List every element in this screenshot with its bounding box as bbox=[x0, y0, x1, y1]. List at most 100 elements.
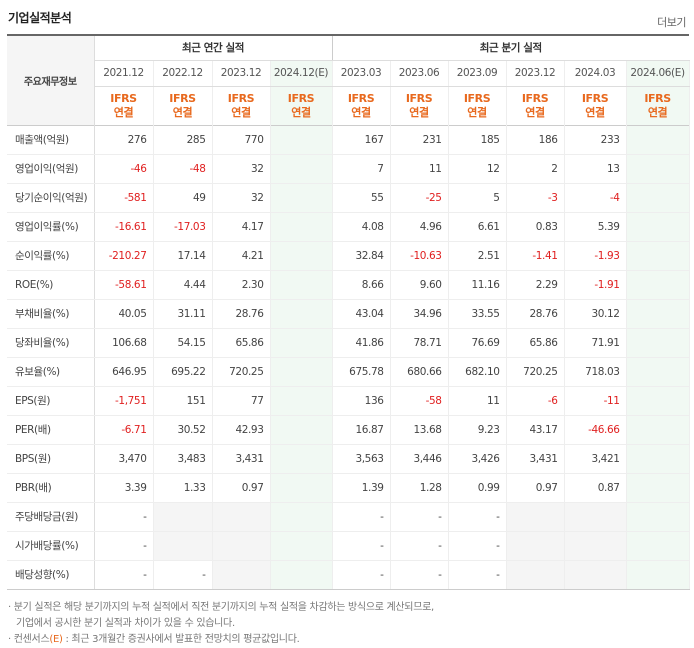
table-cell: 55 bbox=[331, 183, 391, 213]
row-label: 순이익률(%) bbox=[7, 241, 95, 271]
table-cell: 231 bbox=[390, 124, 449, 155]
table-row: 당좌비율(%) 106.68 54.15 65.86 41.86 78.71 76.69 65… bbox=[7, 328, 690, 358]
ifrs-label: IFRS 연결 bbox=[448, 86, 507, 125]
annual-title: 최근 연간 실적 bbox=[94, 34, 333, 61]
table-cell bbox=[212, 560, 271, 590]
table-cell: 28.76 bbox=[506, 299, 565, 329]
table-cell: 0.97 bbox=[212, 473, 271, 503]
table-cell bbox=[626, 357, 690, 387]
table-cell: 718.03 bbox=[564, 357, 627, 387]
ifrs-top: IFRS bbox=[287, 91, 315, 105]
table-row: 주당배당금(원) - - - - bbox=[7, 501, 690, 532]
table-cell: 32 bbox=[212, 154, 271, 184]
ifrs-top: IFRS bbox=[347, 91, 375, 105]
table-cell: -1.91 bbox=[564, 270, 627, 300]
table-cell: -581 bbox=[94, 183, 154, 213]
table-cell: 30.52 bbox=[153, 415, 213, 445]
table-cell bbox=[626, 183, 690, 213]
table-cell: 106.68 bbox=[94, 328, 154, 358]
ifrs-label: IFRS 연결 bbox=[153, 86, 213, 125]
table-row: 부채비율(%) 40.05 31.11 28.76 43.04 34.96 33.55 28.… bbox=[7, 299, 690, 329]
table-cell: 71.91 bbox=[564, 328, 627, 358]
table-cell: 9.23 bbox=[448, 415, 507, 445]
table-row: BPS(원) 3,470 3,483 3,431 3,563 3,446 3,426 3,43… bbox=[7, 444, 690, 474]
table-cell: 76.69 bbox=[448, 328, 507, 358]
table-cell: 6.61 bbox=[448, 211, 507, 242]
table-cell: 7 bbox=[331, 154, 391, 184]
row-label: 당좌비율(%) bbox=[7, 328, 95, 358]
table-cell bbox=[626, 270, 690, 300]
table-cell: 3,431 bbox=[506, 444, 565, 474]
ifrs-bottom: 연결 bbox=[291, 105, 311, 119]
table-cell: -10.63 bbox=[390, 241, 449, 271]
note-3-prefix: · 컨센서스 bbox=[8, 634, 50, 645]
table-cell: - bbox=[331, 531, 391, 561]
note-1: · 분기 실적은 해당 분기까지의 누적 실적에서 직전 분기까지의 누적 실적… bbox=[8, 602, 434, 613]
table-cell: -11 bbox=[564, 385, 627, 416]
table-cell: 16.87 bbox=[331, 415, 391, 445]
note-3-suffix: : 최근 3개월간 증권사에서 발표한 전망치의 평균값입니다. bbox=[65, 634, 300, 645]
period-header: 2024.12(E) bbox=[270, 60, 333, 87]
table-cell: -6.71 bbox=[94, 415, 154, 445]
table-cell: 78.71 bbox=[390, 328, 449, 358]
ifrs-bottom: 연결 bbox=[525, 105, 545, 119]
period-header: 2023.12 bbox=[506, 60, 565, 87]
row-label: 매출액(억원) bbox=[7, 124, 95, 155]
more-link[interactable]: 더보기 bbox=[657, 16, 686, 29]
table-cell: 33.55 bbox=[448, 299, 507, 329]
table-cell bbox=[626, 444, 690, 474]
table-cell: 4.08 bbox=[331, 211, 391, 242]
table-cell: - bbox=[331, 501, 391, 532]
table-cell: 2 bbox=[506, 154, 565, 184]
table-cell bbox=[270, 415, 333, 445]
table-cell: -16.61 bbox=[94, 211, 154, 242]
table-cell bbox=[270, 444, 333, 474]
period-header: 2021.12 bbox=[94, 60, 154, 87]
row-label: BPS(원) bbox=[7, 444, 95, 474]
table-cell: 4.21 bbox=[212, 241, 271, 271]
table-cell: 5 bbox=[448, 183, 507, 213]
table-cell bbox=[270, 357, 333, 387]
table-cell: 4.96 bbox=[390, 211, 449, 242]
table-row: 매출액(억원) 276 285 770 167 231 185 186 233 bbox=[7, 124, 690, 155]
table-cell: -17.03 bbox=[153, 211, 213, 242]
table-cell bbox=[506, 501, 565, 532]
row-label: PER(배) bbox=[7, 415, 95, 445]
row-label: 부채비율(%) bbox=[7, 299, 95, 329]
row-label: 배당성향(%) bbox=[7, 560, 95, 590]
ifrs-bottom: 연결 bbox=[647, 105, 668, 119]
table-cell: 12 bbox=[448, 154, 507, 184]
period-header: 2023.06 bbox=[390, 60, 449, 87]
table-cell bbox=[270, 241, 333, 271]
table-cell: - bbox=[94, 501, 154, 532]
table-cell: -48 bbox=[153, 154, 213, 184]
table-row: 유보율(%) 646.95 695.22 720.25 675.78 680.66 682.… bbox=[7, 357, 690, 387]
table-cell: 13 bbox=[564, 154, 627, 184]
table-cell bbox=[626, 299, 690, 329]
table-cell: 77 bbox=[212, 385, 271, 416]
ifrs-label: IFRS 연결 bbox=[212, 86, 271, 125]
table-cell: - bbox=[153, 560, 213, 590]
footnotes: · 분기 실적은 해당 분기까지의 누적 실적에서 직전 분기까지의 누적 실적… bbox=[8, 600, 434, 648]
table-cell: 0.87 bbox=[564, 473, 627, 503]
row-label: 영업이익(억원) bbox=[7, 154, 95, 184]
table-cell: 43.17 bbox=[506, 415, 565, 445]
table-row: 영업이익률(%) -16.61 -17.03 4.17 4.08 4.96 6.61 0.83… bbox=[7, 211, 690, 242]
ifrs-label: IFRS 연결 bbox=[506, 86, 565, 125]
table-cell: 32.84 bbox=[331, 241, 391, 271]
table-cell: 28.76 bbox=[212, 299, 271, 329]
table-cell: 11 bbox=[448, 385, 507, 416]
table-cell: 49 bbox=[153, 183, 213, 213]
table-row: EPS(원) -1,751 151 77 136 -58 11 -6 -11 bbox=[7, 385, 690, 416]
table-cell bbox=[270, 501, 333, 532]
table-cell: 1.33 bbox=[153, 473, 213, 503]
ifrs-top: IFRS bbox=[644, 91, 671, 105]
table-cell: -4 bbox=[564, 183, 627, 213]
table-cell: - bbox=[94, 560, 154, 590]
row-label: ROE(%) bbox=[7, 270, 95, 300]
table-cell: - bbox=[390, 531, 449, 561]
ifrs-bottom: 연결 bbox=[585, 105, 605, 119]
ifrs-bottom: 연결 bbox=[467, 105, 487, 119]
period-header: 2022.12 bbox=[153, 60, 213, 87]
table-cell: - bbox=[448, 501, 507, 532]
